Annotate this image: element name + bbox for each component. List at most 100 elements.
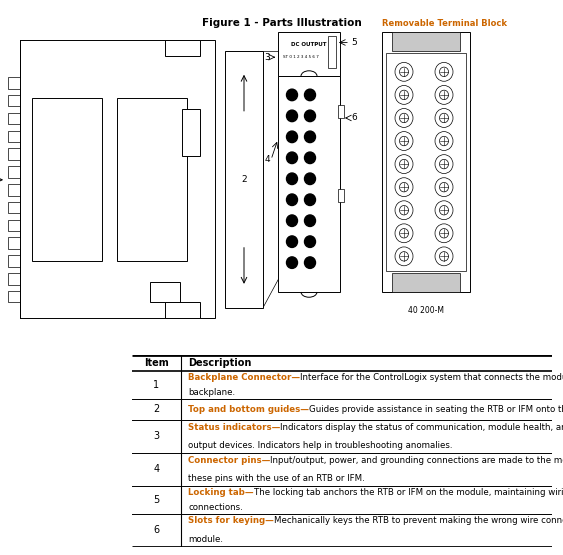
Circle shape [305, 152, 315, 164]
Circle shape [400, 67, 409, 77]
Bar [32, 98, 102, 260]
Text: 6: 6 [351, 113, 357, 123]
Text: Input/output, power, and grounding connections are made to the module through: Input/output, power, and grounding conne… [270, 456, 563, 465]
Bar [8, 77, 20, 89]
Text: Top and bottom guides—: Top and bottom guides— [188, 405, 309, 414]
Circle shape [305, 215, 315, 226]
Bar [8, 255, 20, 267]
Circle shape [435, 132, 453, 150]
Circle shape [400, 113, 409, 123]
Circle shape [400, 183, 409, 192]
Circle shape [435, 109, 453, 128]
Circle shape [435, 155, 453, 174]
Circle shape [287, 173, 297, 184]
Circle shape [400, 251, 409, 261]
Circle shape [435, 224, 453, 243]
Text: Mechanically keys the RTB to prevent making the wrong wire connections to your: Mechanically keys the RTB to prevent mak… [274, 516, 563, 526]
Circle shape [287, 236, 297, 248]
Circle shape [400, 137, 409, 146]
Circle shape [287, 131, 297, 143]
Text: 1: 1 [153, 380, 159, 390]
Bar [8, 273, 20, 285]
Circle shape [305, 257, 315, 269]
Circle shape [305, 89, 315, 100]
Bar [8, 166, 20, 178]
Bar [278, 32, 340, 76]
Circle shape [395, 178, 413, 196]
Bar [8, 130, 20, 142]
Text: Description: Description [188, 358, 252, 368]
Circle shape [435, 201, 453, 220]
Bar [165, 302, 200, 318]
Circle shape [287, 194, 297, 205]
Text: 4: 4 [153, 465, 159, 475]
Bar [165, 41, 200, 56]
Text: these pins with the use of an RTB or IFM.: these pins with the use of an RTB or IFM… [188, 474, 365, 483]
Text: 2: 2 [153, 404, 159, 414]
Text: Slots for keying—: Slots for keying— [188, 516, 274, 526]
Text: 4: 4 [265, 155, 270, 164]
Bar [225, 51, 263, 307]
Circle shape [435, 62, 453, 81]
Bar [8, 95, 20, 107]
Circle shape [305, 194, 315, 205]
Bar [386, 53, 466, 271]
Text: 3: 3 [264, 53, 270, 62]
Bar [8, 238, 20, 249]
Circle shape [440, 159, 449, 169]
Circle shape [435, 85, 453, 104]
Circle shape [440, 137, 449, 146]
Text: 6: 6 [153, 525, 159, 535]
Text: Removable Terminal Block: Removable Terminal Block [382, 19, 507, 28]
Text: 3: 3 [153, 431, 159, 441]
Circle shape [305, 131, 315, 143]
Circle shape [395, 155, 413, 174]
Bar [278, 76, 340, 292]
Circle shape [440, 251, 449, 261]
Circle shape [440, 67, 449, 77]
Text: Figure 1 - Parts Illustration: Figure 1 - Parts Illustration [202, 18, 361, 28]
Circle shape [287, 257, 297, 269]
Bar [8, 202, 20, 213]
Text: DC OUTPUT: DC OUTPUT [291, 42, 327, 47]
Bar [8, 113, 20, 124]
Text: Guides provide assistance in seating the RTB or IFM onto the module.: Guides provide assistance in seating the… [309, 405, 563, 414]
Circle shape [435, 247, 453, 266]
Bar [8, 291, 20, 302]
Circle shape [435, 178, 453, 196]
Circle shape [440, 205, 449, 215]
Text: 2: 2 [241, 175, 247, 184]
Circle shape [395, 201, 413, 220]
Circle shape [395, 247, 413, 266]
Text: Indicators display the status of communication, module health, and input/: Indicators display the status of communi… [280, 422, 563, 432]
Text: Interface for the ControlLogix system that connects the module to the: Interface for the ControlLogix system th… [300, 372, 563, 382]
Text: connections.: connections. [188, 503, 243, 512]
Circle shape [395, 62, 413, 81]
Circle shape [287, 152, 297, 164]
Bar [8, 148, 20, 160]
Bar [338, 105, 344, 118]
Text: The locking tab anchors the RTB or IFM on the module, maintaining wiring: The locking tab anchors the RTB or IFM o… [254, 488, 563, 497]
Text: ST 0 1 2 3 4 5 6 7: ST 0 1 2 3 4 5 6 7 [283, 55, 319, 59]
Text: backplane.: backplane. [188, 388, 235, 397]
Text: module.: module. [188, 535, 223, 544]
Circle shape [287, 110, 297, 122]
Circle shape [305, 110, 315, 122]
Circle shape [395, 132, 413, 150]
Bar [392, 273, 460, 292]
Bar [338, 189, 344, 202]
Circle shape [440, 113, 449, 123]
Circle shape [287, 89, 297, 100]
Circle shape [400, 229, 409, 238]
Circle shape [395, 85, 413, 104]
Bar [328, 36, 336, 68]
Text: 5: 5 [351, 38, 357, 47]
Text: Connector pins—: Connector pins— [188, 456, 270, 465]
Circle shape [305, 173, 315, 184]
Bar [117, 98, 187, 260]
Circle shape [400, 159, 409, 169]
Text: 40 200-M: 40 200-M [408, 306, 444, 315]
Bar [8, 184, 20, 195]
Bar [20, 41, 215, 318]
Bar [182, 109, 200, 156]
